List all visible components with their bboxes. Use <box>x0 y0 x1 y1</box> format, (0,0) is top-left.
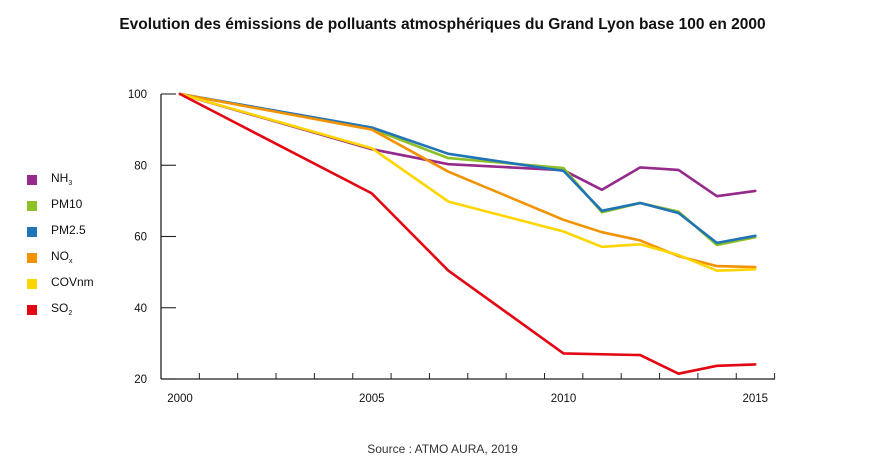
legend-swatch <box>27 201 37 211</box>
legend-item-nox: NOx <box>27 249 127 275</box>
series-layer <box>178 92 757 376</box>
series-line-covnm <box>178 92 757 273</box>
chart-title: Evolution des émissions de polluants atm… <box>119 16 766 33</box>
legend-label: PM10 <box>51 197 83 211</box>
x-tick-label: 2005 <box>359 393 385 405</box>
x-tick-label: 2015 <box>742 393 768 405</box>
legend-item-nh3: NH3 <box>27 171 127 197</box>
legend-label: COVnm <box>51 275 94 289</box>
y-tick-label: 20 <box>134 374 147 386</box>
x-tick-label: 2000 <box>167 393 193 405</box>
legend-swatch <box>27 227 37 237</box>
legend-item-pm10: PM10 <box>27 197 127 223</box>
legend: NH3 PM10 PM2.5 NOx COVnm SO2 <box>27 171 127 327</box>
legend-item-covnm: COVnm <box>27 275 127 301</box>
legend-label: SO2 <box>51 301 73 317</box>
series-line-so2 <box>178 92 757 376</box>
series-line-pm25 <box>178 92 757 245</box>
legend-swatch <box>27 305 37 315</box>
y-tick-label: 40 <box>134 303 147 315</box>
legend-swatch <box>27 253 37 263</box>
legend-item-pm25: PM2.5 <box>27 223 127 249</box>
legend-swatch <box>27 175 37 185</box>
y-tick-label: 100 <box>128 89 147 101</box>
legend-swatch <box>27 279 37 289</box>
legend-label: NH3 <box>51 171 73 187</box>
axes <box>160 93 776 380</box>
tick-labels: 20 40 60 80 100 2000 2005 2010 2015 <box>128 89 768 405</box>
legend-label: PM2.5 <box>51 223 86 237</box>
y-tick-label: 80 <box>134 160 147 172</box>
series-line-nh3 <box>178 92 757 198</box>
legend-item-so2: SO2 <box>27 301 127 327</box>
y-tick-label: 60 <box>134 232 147 244</box>
x-tick-label: 2010 <box>551 393 577 405</box>
series-line-nox <box>178 92 757 269</box>
legend-label: NOx <box>51 249 73 265</box>
source-note: Source : ATMO AURA, 2019 <box>367 442 518 456</box>
